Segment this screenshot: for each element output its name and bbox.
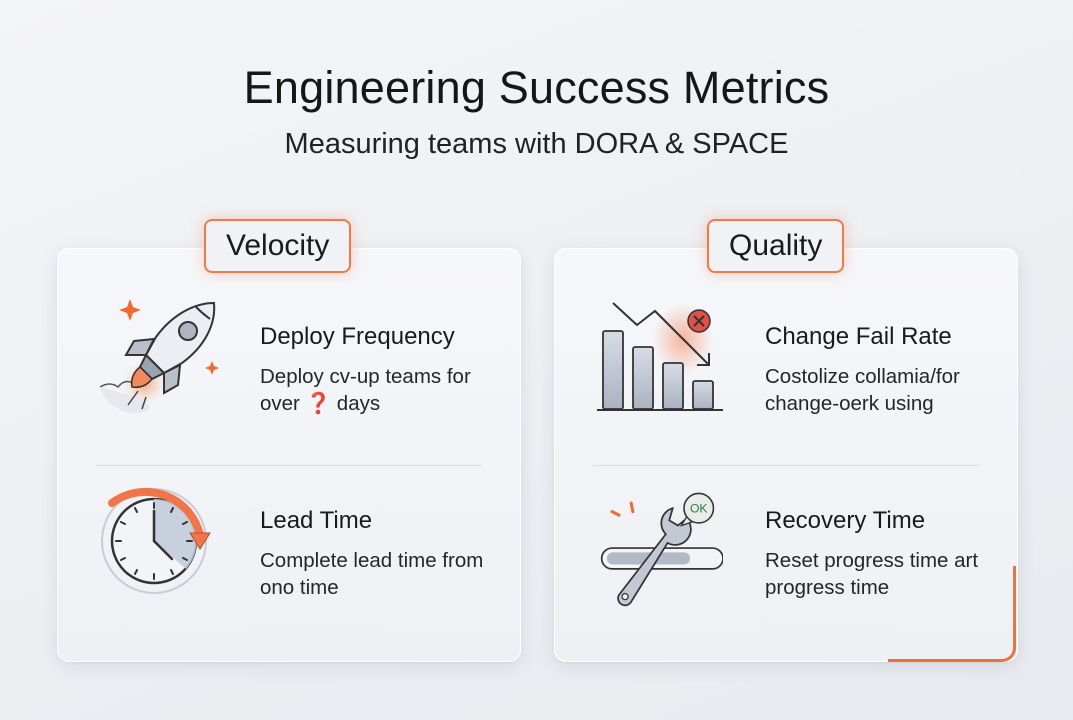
metric-title: Deploy Frequency [260, 323, 455, 350]
rocket-icon [99, 299, 219, 414]
ok-badge-text: OK [690, 502, 708, 516]
metric-description: Deploy cv-up teams for over ❓ days [260, 365, 471, 415]
metric-recovery-time: OK Recovery Time Reset progress time art… [555, 477, 1017, 627]
metric-deploy-frequency: Deploy Frequency Deploy cv-up teams for … [58, 293, 520, 443]
stopwatch-icon [101, 487, 211, 594]
section-divider [593, 465, 979, 466]
metric-lead-time: Lead Time Complete lead time from ono ti… [58, 477, 520, 627]
wrench-progress-icon: OK [600, 492, 723, 607]
declining-bar-chart-icon [597, 302, 723, 411]
metric-title: Recovery Time [765, 507, 926, 534]
section-divider [96, 465, 482, 466]
metric-title: Lead Time [260, 507, 373, 534]
quality-card: Quality Change Fail Rate Co [554, 219, 1018, 662]
metric-change-fail-rate: Change Fail Rate Costolize collamia/for … [555, 293, 1017, 443]
velocity-card: Velocity Deploy Frequency Deploy cv [57, 219, 521, 662]
page-title: Engineering Success Metrics [243, 62, 830, 113]
page-subtitle: Measuring teams with DORA & SPACE [284, 128, 789, 160]
accent-corner-line [888, 566, 1016, 662]
metric-description: Reset progress time art progress time [765, 549, 979, 599]
metric-description: Costolize collamia/for change-oerk using [765, 365, 960, 415]
metric-description: Complete lead time from ono time [260, 549, 484, 599]
velocity-tag: Velocity [204, 219, 352, 273]
metric-title: Change Fail Rate [765, 323, 952, 350]
quality-tag: Quality [707, 219, 845, 273]
